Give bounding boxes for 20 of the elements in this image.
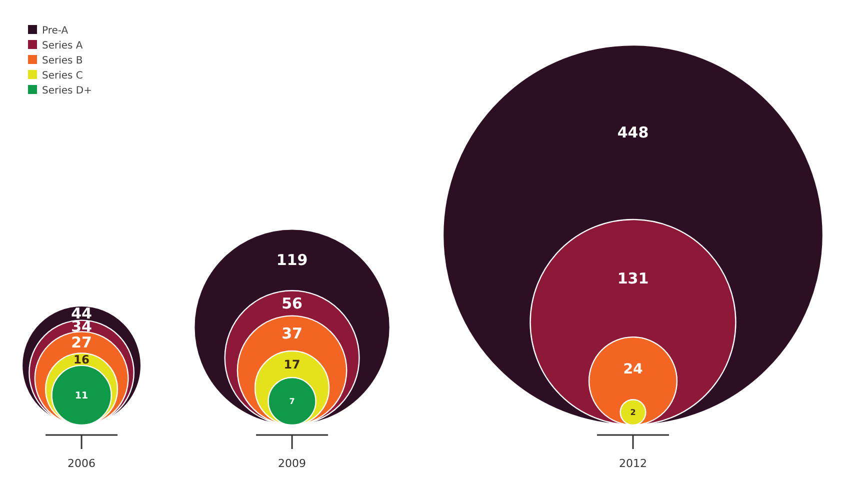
data-label: 24 (623, 361, 643, 378)
legend-label: Series C (42, 70, 83, 82)
legend-label: Pre-A (42, 26, 68, 36)
category-label: 2012 (619, 457, 647, 470)
data-label: 119 (276, 251, 308, 270)
category-label: 2006 (68, 457, 96, 470)
data-label: 17 (284, 357, 300, 372)
data-label: 131 (617, 270, 649, 288)
data-label: 16 (74, 352, 90, 366)
data-label: 37 (282, 324, 302, 343)
data-label: 11 (74, 390, 88, 402)
legend-label: Series A (42, 40, 83, 52)
legend-label: Series D+ (42, 86, 92, 96)
category-label: 2009 (278, 457, 306, 470)
data-label: 448 (617, 124, 649, 142)
data-label: 27 (71, 334, 92, 352)
data-label: 2 (630, 408, 636, 418)
legend-label: Series B (42, 56, 83, 66)
data-label: 7 (289, 397, 295, 406)
data-label: 56 (282, 294, 302, 312)
